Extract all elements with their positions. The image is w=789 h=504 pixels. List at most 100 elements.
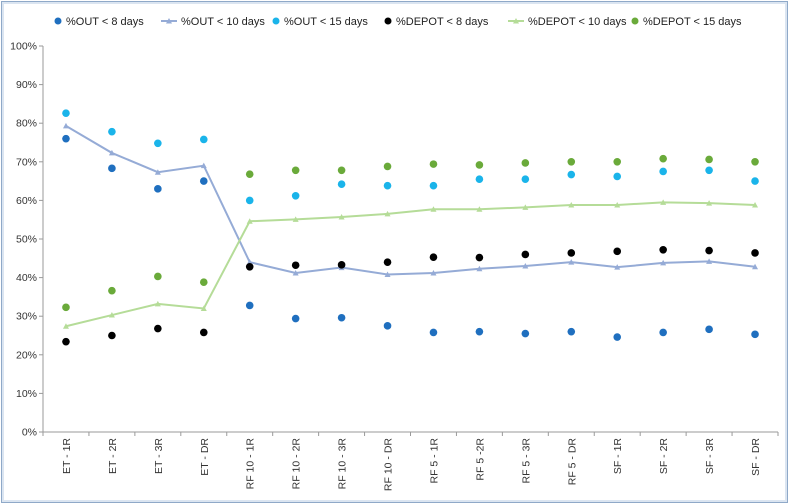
data-point: [614, 202, 621, 208]
data-point: [199, 328, 208, 337]
legend-item-pct-out-lt-8-days: %OUT < 8 days: [54, 16, 144, 28]
series-pct-depot-lt-10-days: [62, 199, 759, 329]
data-point: [567, 249, 576, 257]
data-point: [384, 210, 391, 217]
series-pct-depot-lt-15-days: [62, 154, 759, 312]
data-point: [245, 196, 254, 205]
data-point: [567, 327, 576, 336]
data-point: [337, 180, 346, 188]
data-point: [522, 204, 529, 210]
y-tick-label: 20%: [16, 349, 37, 361]
legend-item-pct-out-lt-15-days: %OUT < 15 days: [272, 16, 368, 28]
y-tick-label: 50%: [16, 234, 37, 246]
data-point: [200, 162, 207, 169]
legend-item-pct-out-lt-10-days: %OUT < 10 days: [161, 16, 265, 28]
data-point: [613, 333, 622, 341]
data-point: [108, 286, 116, 295]
legend-label: %DEPOT < 8 days: [396, 16, 489, 28]
series-line: [65, 201, 756, 328]
y-tick-label: 70%: [16, 156, 37, 168]
x-tick-label: RF 10 - 1R: [245, 438, 257, 490]
y-tick-label: 0%: [22, 427, 37, 439]
data-point: [292, 216, 299, 222]
data-point: [199, 135, 208, 144]
legend-item-pct-depot-lt-8-days: %DEPOT < 8 days: [384, 16, 489, 28]
data-point: [475, 253, 484, 262]
x-tick-label: RF 5 -2R: [474, 438, 486, 481]
x-tick-label: SF - DR: [750, 438, 762, 476]
data-point: [383, 258, 392, 266]
legend: %OUT < 8 days %OUT < 10 days %OUT < 15 day…: [54, 16, 742, 28]
legend-swatch: [631, 17, 639, 25]
data-point: [292, 269, 299, 276]
y-tick-label: 60%: [16, 195, 37, 207]
x-tick-label: ET - 3R: [153, 438, 165, 474]
y-axis: 0% 10% 20% 30% 40% 50% 60% 70% 80% 90% 100%: [10, 41, 44, 439]
data-point: [659, 167, 667, 176]
data-point: [614, 264, 621, 270]
data-point: [245, 301, 254, 310]
data-point: [62, 122, 69, 129]
data-point: [383, 181, 392, 190]
data-point: [521, 250, 530, 259]
data-point: [430, 206, 437, 212]
data-point: [613, 172, 622, 181]
data-point: [154, 185, 162, 193]
data-point: [752, 202, 759, 208]
series-pct-out-lt-15-days: [62, 109, 759, 205]
data-point: [522, 263, 529, 269]
data-point: [567, 170, 576, 179]
data-point: [291, 314, 300, 323]
y-tick-label: 10%: [16, 388, 37, 400]
x-tick-label: SF - 1R: [612, 438, 624, 475]
data-point: [246, 218, 253, 224]
x-tick-label: ET - 2R: [107, 438, 119, 474]
data-point: [384, 271, 391, 278]
data-point: [521, 329, 530, 338]
data-point: [62, 303, 70, 312]
data-point: [567, 158, 576, 166]
x-tick-label: SF - 2R: [658, 438, 670, 475]
x-tick-label: RF 5 - 1R: [428, 438, 440, 484]
legend-label: %DEPOT < 10 days: [528, 16, 627, 28]
data-point: [660, 259, 667, 266]
data-point: [246, 259, 253, 265]
legend-label: %OUT < 10 days: [181, 16, 265, 28]
data-point: [751, 177, 759, 185]
data-point: [291, 191, 300, 200]
data-point: [476, 206, 483, 212]
data-point: [62, 337, 70, 346]
x-tick-label: RF 10 - 3R: [337, 438, 349, 490]
data-point: [154, 139, 162, 148]
legend-label: %OUT < 8 days: [66, 16, 144, 28]
legend-item-pct-depot-lt-10-days: %DEPOT < 10 days: [508, 16, 627, 28]
data-point: [706, 258, 713, 264]
data-point: [245, 170, 254, 178]
legend-label: %OUT < 15 days: [284, 16, 368, 28]
data-point: [613, 158, 622, 166]
series-pct-out-lt-8-days: [62, 134, 759, 341]
data-point: [108, 331, 116, 340]
data-point: [108, 127, 116, 136]
legend-swatch: [166, 18, 172, 24]
y-tick-label: 40%: [16, 272, 37, 284]
data-point: [154, 300, 161, 307]
data-point: [705, 246, 713, 255]
data-point: [430, 269, 437, 276]
data-point: [383, 322, 392, 330]
y-tick-label: 100%: [10, 41, 37, 53]
data-point: [154, 324, 162, 333]
data-point: [199, 278, 208, 287]
data-point: [476, 265, 483, 272]
x-tick-label: RF 10 - 2R: [291, 438, 303, 490]
data-point: [200, 305, 207, 311]
x-tick-label: RF 10 - DR: [383, 438, 395, 492]
series-pct-out-lt-10-days: [62, 122, 759, 278]
legend-swatch: [384, 17, 392, 25]
series-line: [65, 125, 756, 276]
legend-swatch: [272, 17, 280, 25]
data-point: [475, 327, 484, 336]
series-pct-depot-lt-8-days: [62, 246, 759, 346]
data-point: [521, 175, 530, 183]
